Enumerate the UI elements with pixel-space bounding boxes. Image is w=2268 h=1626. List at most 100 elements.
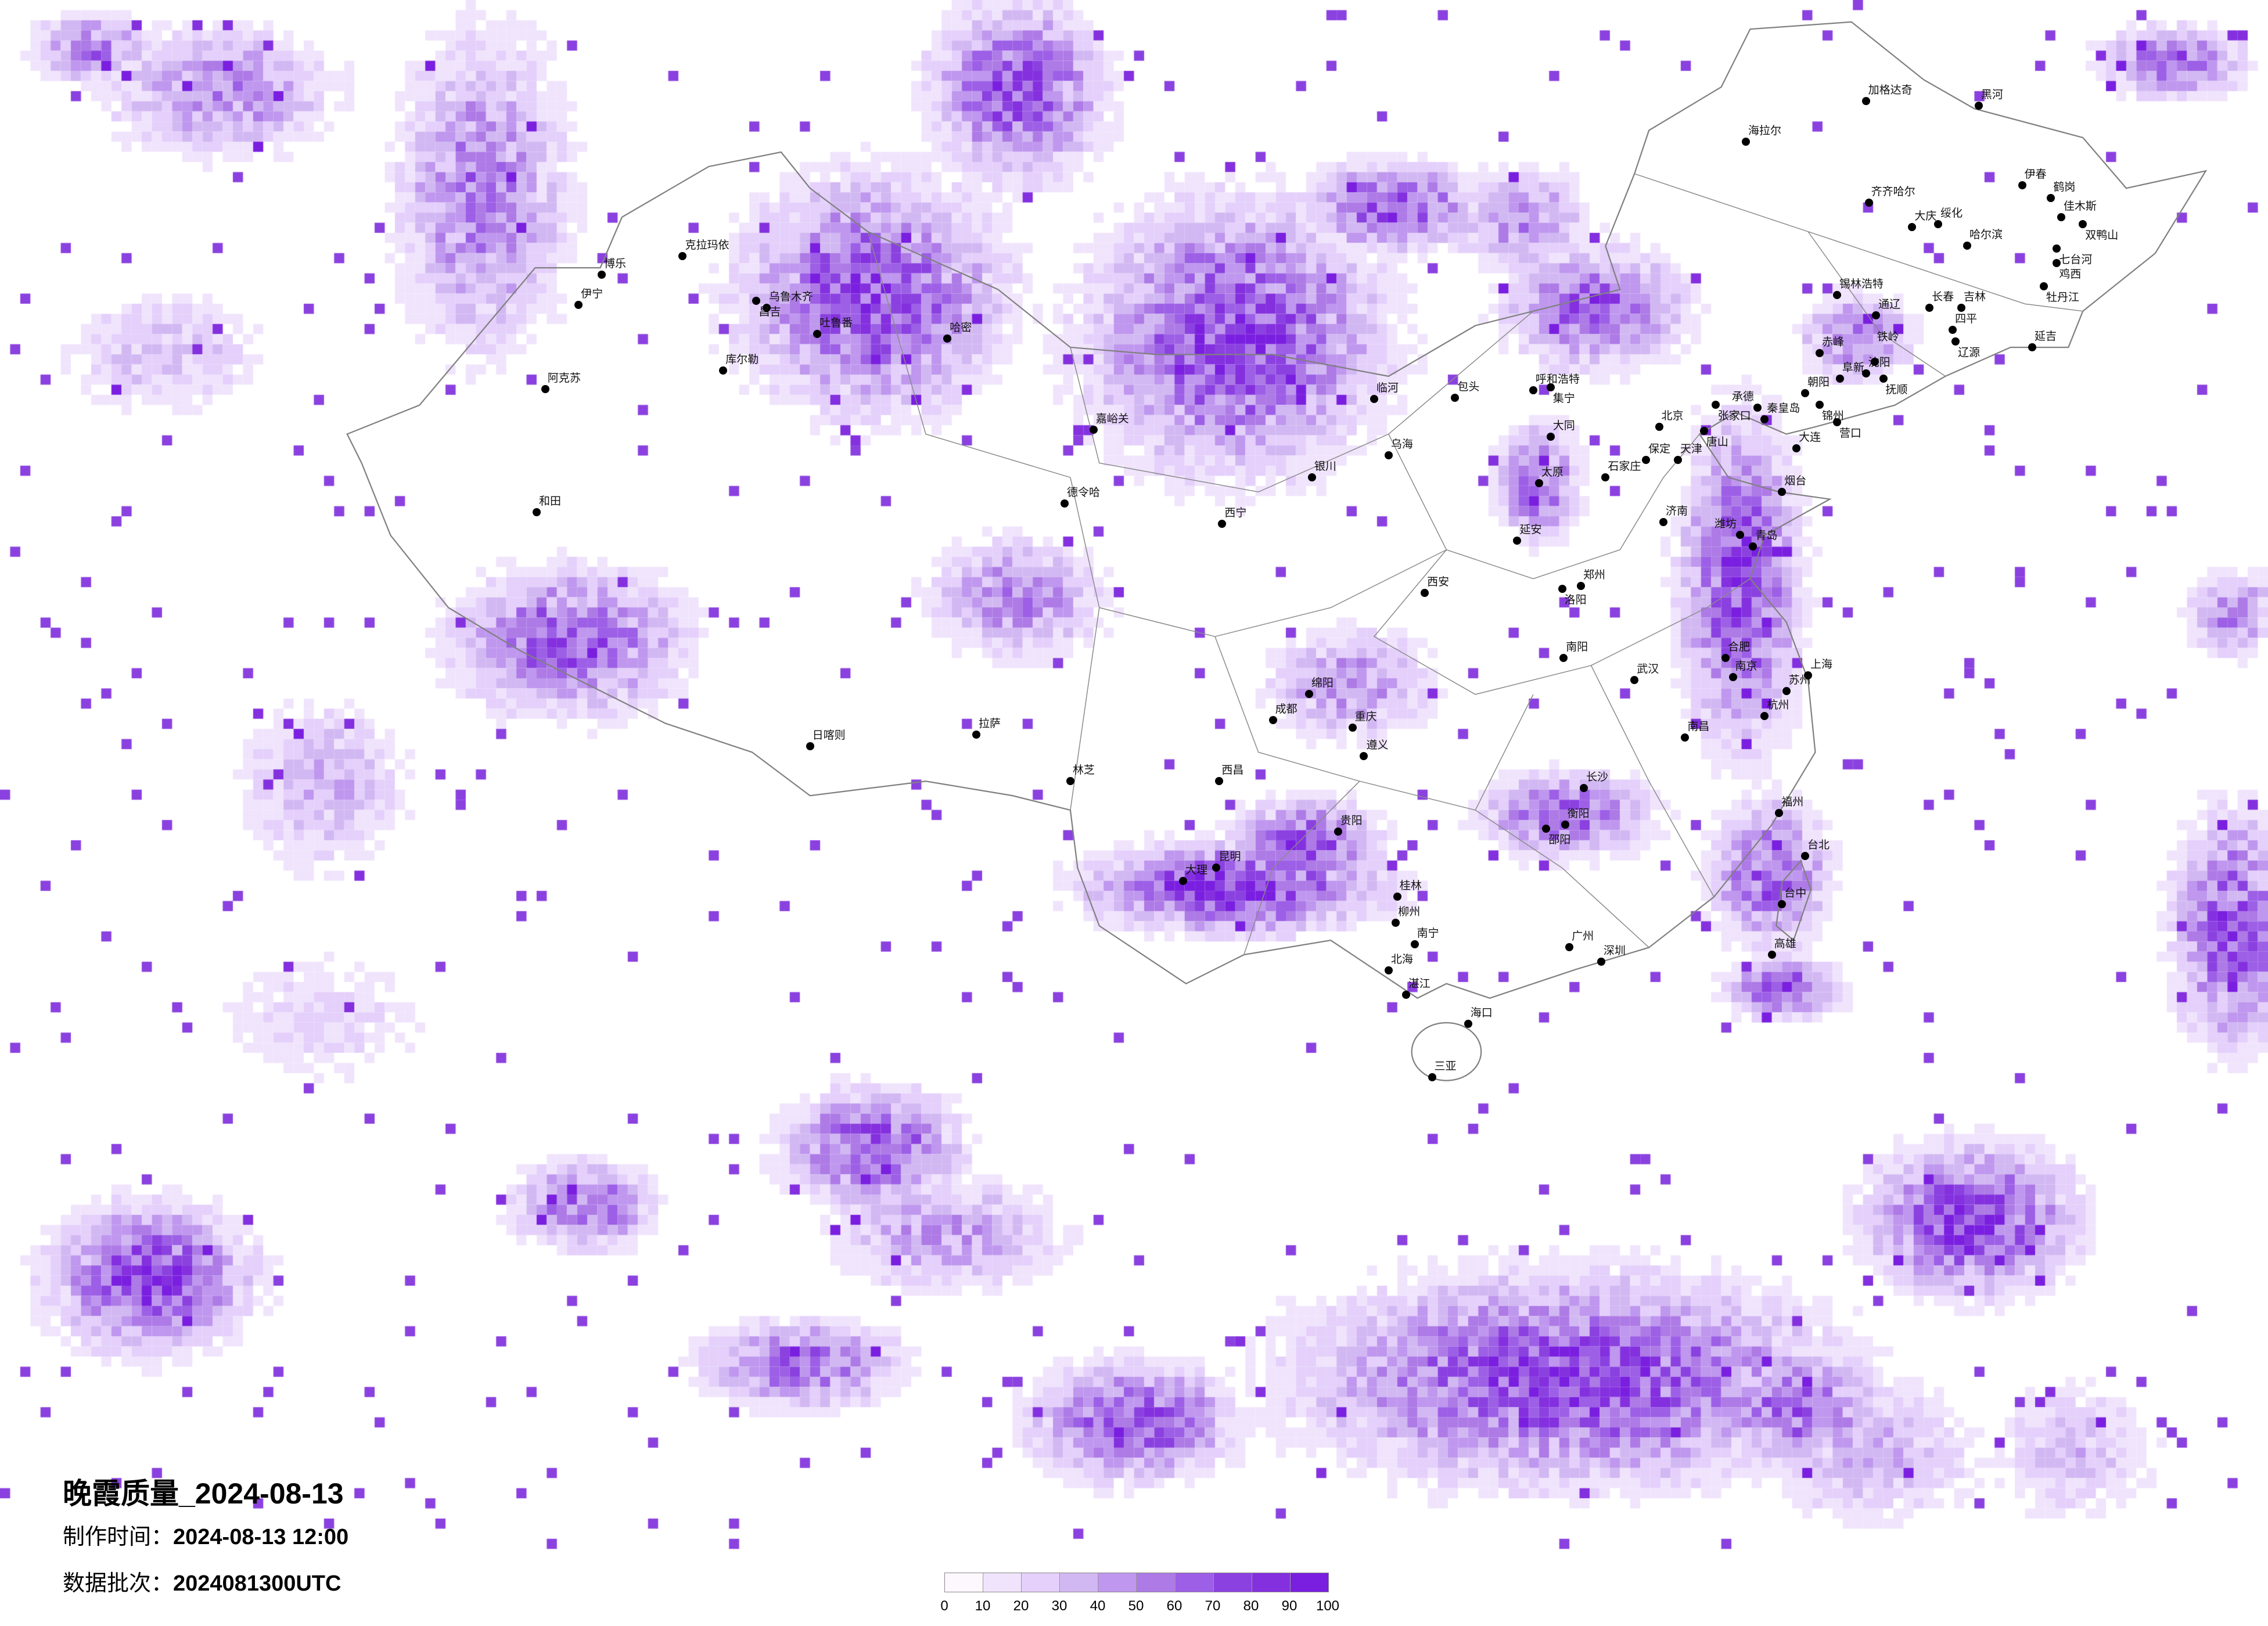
- city-dot-icon: [1559, 654, 1568, 663]
- city-dot-icon: [1861, 97, 1870, 106]
- city-dot-icon: [1760, 711, 1769, 720]
- city-dot-icon: [1558, 584, 1566, 593]
- city-label: 和田: [538, 494, 561, 508]
- city-label: 成都: [1275, 703, 1297, 716]
- city-label: 双鸭山: [2085, 229, 2119, 242]
- data-batch: 数据批次：2024081300UTC: [63, 1565, 341, 1597]
- city-dot-icon: [1801, 852, 1810, 861]
- city-label: 西宁: [1224, 506, 1247, 519]
- city-label: 朝阳: [1807, 376, 1830, 389]
- city-label: 合肥: [1728, 641, 1751, 654]
- city-dot-icon: [1721, 654, 1730, 663]
- taiwan-border: [1775, 859, 1812, 942]
- city-label: 杭州: [1767, 698, 1789, 711]
- city-label: 齐齐哈尔: [1871, 185, 1915, 198]
- city-dot-icon: [1673, 455, 1682, 464]
- city-dot-icon: [1934, 220, 1943, 229]
- city-label: 牡丹江: [2046, 291, 2079, 304]
- city-dot-icon: [1561, 820, 1569, 829]
- city-dot-icon: [532, 508, 541, 516]
- city-dot-icon: [1735, 531, 1744, 539]
- city-dot-icon: [2039, 282, 2048, 291]
- city-dot-icon: [1815, 401, 1824, 409]
- city-label: 太原: [1541, 465, 1563, 479]
- city-dot-icon: [1577, 581, 1586, 590]
- city-label: 台北: [1807, 839, 1830, 852]
- city-label: 通辽: [1878, 297, 1901, 311]
- city-label: 铁岭: [1877, 330, 1899, 343]
- city-label: 绵阳: [1311, 677, 1334, 690]
- city-dot-icon: [813, 330, 822, 339]
- city-dot-icon: [1753, 404, 1762, 412]
- city-label: 伊宁: [581, 287, 603, 301]
- city-dot-icon: [1870, 357, 1879, 366]
- city-dot-icon: [1711, 401, 1720, 409]
- city-dot-icon: [1307, 473, 1316, 481]
- city-dot-icon: [1659, 518, 1667, 527]
- legend-swatch: [1290, 1573, 1328, 1592]
- city-dot-icon: [1749, 542, 1757, 551]
- city-label: 武汉: [1637, 662, 1659, 675]
- city-dot-icon: [1348, 723, 1357, 732]
- city-dot-icon: [1542, 825, 1551, 833]
- city-label: 抚顺: [1885, 383, 1908, 397]
- city-dot-icon: [2018, 181, 2026, 189]
- city-dot-icon: [806, 742, 814, 751]
- city-label: 辽源: [1958, 346, 1981, 359]
- city-dot-icon: [1534, 479, 1543, 487]
- legend-swatch: [945, 1573, 984, 1592]
- city-label: 邵阳: [1548, 833, 1571, 847]
- production-time-value: 2024-08-13 12:00: [173, 1525, 349, 1549]
- city-label: 济南: [1665, 505, 1688, 518]
- city-dot-icon: [1464, 1020, 1472, 1028]
- legend-swatch: [1252, 1573, 1291, 1592]
- colorbar-legend: [944, 1573, 1329, 1592]
- city-dot-icon: [1963, 242, 1971, 250]
- city-dot-icon: [1832, 418, 1841, 427]
- city-dot-icon: [1384, 451, 1393, 460]
- city-dot-icon: [1513, 537, 1522, 545]
- legend-tick-label: 0: [940, 1598, 948, 1614]
- city-label: 烟台: [1784, 474, 1807, 487]
- city-dot-icon: [1974, 101, 1983, 110]
- legend-tick-label: 100: [1315, 1598, 1340, 1614]
- legend-tick-label: 20: [1013, 1598, 1029, 1614]
- city-label: 长沙: [1586, 771, 1609, 784]
- production-time-label: 制作时间：: [63, 1525, 174, 1549]
- city-label: 阿克苏: [547, 371, 581, 384]
- city-dot-icon: [1410, 940, 1419, 949]
- city-label: 承德: [1731, 390, 1754, 404]
- legend-swatch: [1022, 1573, 1061, 1592]
- city-label: 哈密: [950, 321, 972, 334]
- city-dot-icon: [1699, 427, 1708, 436]
- city-label: 锡林浩特: [1839, 278, 1884, 291]
- city-label: 柳州: [1398, 905, 1421, 918]
- city-dot-icon: [1360, 752, 1368, 761]
- city-dot-icon: [1728, 672, 1737, 681]
- city-dot-icon: [1804, 671, 1813, 680]
- city-dot-icon: [1782, 687, 1791, 696]
- legend-tick-label: 90: [1281, 1598, 1297, 1614]
- city-label: 张家口: [1717, 409, 1751, 423]
- city-label: 南昌: [1687, 720, 1710, 733]
- city-dot-icon: [752, 297, 761, 305]
- city-dot-icon: [2053, 244, 2061, 253]
- city-dot-icon: [1268, 716, 1277, 725]
- city-dot-icon: [1179, 876, 1188, 885]
- city-dot-icon: [1864, 198, 1873, 207]
- city-label: 库尔勒: [725, 352, 759, 366]
- city-dot-icon: [1792, 444, 1801, 453]
- city-dot-icon: [972, 731, 981, 739]
- city-label: 吐鲁番: [820, 316, 853, 330]
- city-label: 绥化: [1940, 207, 1963, 220]
- city-dot-icon: [1401, 991, 1410, 999]
- city-label: 鹤岗: [2053, 181, 2076, 194]
- city-label: 德令哈: [1066, 485, 1100, 499]
- city-dot-icon: [598, 271, 606, 279]
- city-label: 昆明: [1219, 850, 1241, 864]
- city-dot-icon: [1066, 776, 1074, 785]
- legend-swatch: [1098, 1573, 1137, 1592]
- city-label: 大同: [1552, 419, 1575, 433]
- city-dot-icon: [1642, 455, 1651, 464]
